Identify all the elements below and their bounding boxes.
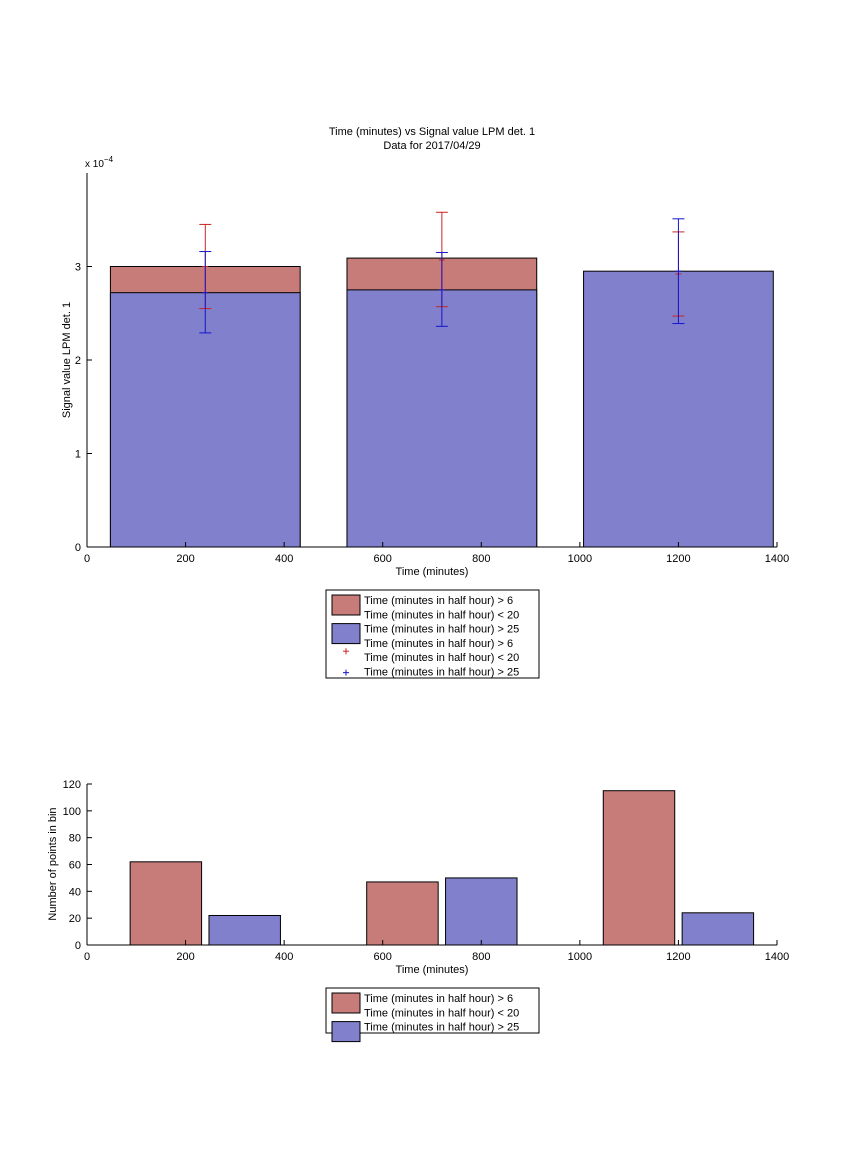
x-tick-label: 1000 — [568, 553, 592, 565]
x-tick-label-bottom: 600 — [374, 951, 392, 963]
legend-top: Time (minutes in half hour) > 6 Time (min… — [325, 589, 540, 679]
y-tick-label-bottom: 120 — [63, 779, 81, 791]
legend-bottom: Time (minutes in half hour) > 6 Time (min… — [325, 987, 540, 1043]
y-tick-label-bottom: 20 — [69, 913, 81, 925]
x-tick-label: 1200 — [666, 553, 690, 565]
bar-series-2 — [346, 289, 538, 548]
legend-label: Time (minutes in half hour) > 25 — [364, 1022, 519, 1034]
x-tick-label: 200 — [176, 553, 194, 565]
legend-label: Time (minutes in half hour) > 6 — [364, 638, 513, 650]
bar-series-2 — [109, 292, 301, 548]
count-bar-series-1 — [602, 790, 676, 946]
x-tick-label-bottom: 200 — [176, 951, 194, 963]
legend-label: Time (minutes in half hour) > 6 — [364, 595, 513, 607]
legend-label: Time (minutes in half hour) < 20 — [364, 652, 519, 664]
legend-swatch — [331, 1021, 361, 1043]
chart-subtitle: Data for 2017/04/29 — [383, 140, 480, 152]
y-tick-label: 3 — [75, 262, 81, 274]
legend-swatch — [331, 594, 361, 616]
y-tick-label-bottom: 0 — [75, 940, 81, 952]
legend-swatch — [331, 623, 361, 645]
x-tick-label-bottom: 1000 — [568, 951, 592, 963]
y-tick-label: 0 — [75, 542, 81, 554]
chart-title: Time (minutes) vs Signal value LPM det. … — [329, 126, 535, 138]
x-tick-label: 0 — [84, 553, 90, 565]
count-bar-series-1 — [129, 861, 203, 946]
y-tick-label-bottom: 60 — [69, 860, 81, 872]
x-tick-label-bottom: 400 — [275, 951, 293, 963]
y-axis-label: Signal value LPM det. 1 — [61, 302, 73, 418]
x-axis-label: Time (minutes) — [396, 566, 469, 578]
x-tick-label: 400 — [275, 553, 293, 565]
x-tick-label-bottom: 1400 — [765, 951, 789, 963]
bar-series-2 — [583, 270, 774, 548]
y-multiplier-exponent: −4 — [104, 155, 114, 164]
legend-swatch — [331, 992, 361, 1014]
count-bar-series-2 — [681, 912, 755, 946]
y-axis-label-bottom: Number of points in bin — [47, 807, 59, 920]
legend-label: Time (minutes in half hour) > 25 — [364, 624, 519, 636]
y-tick-label-bottom: 100 — [63, 806, 81, 818]
x-tick-label: 1400 — [765, 553, 789, 565]
signal-plot: 0 200 400 600 800 1000 1200 1400 0 1 2 3 — [75, 173, 789, 565]
y-tick-label: 2 — [75, 355, 81, 367]
count-bar-series-1 — [366, 881, 439, 946]
x-tick-label-bottom: 0 — [84, 951, 90, 963]
x-tick-label: 600 — [374, 553, 392, 565]
x-tick-label-bottom: 800 — [472, 951, 490, 963]
legend-label: Time (minutes in half hour) > 25 — [364, 667, 519, 679]
y-tick-label-bottom: 80 — [69, 833, 81, 845]
x-tick-label-bottom: 1200 — [666, 951, 690, 963]
y-multiplier-label: x 10−4 — [85, 155, 114, 170]
x-tick-label: 800 — [472, 553, 490, 565]
legend-label: Time (minutes in half hour) < 20 — [364, 1007, 519, 1019]
legend-box — [325, 987, 540, 1034]
legend-label: Time (minutes in half hour) > 6 — [364, 993, 513, 1005]
y-multiplier-base: x 10 — [85, 159, 104, 170]
x-axis-label-bottom: Time (minutes) — [396, 964, 469, 976]
y-tick-label-bottom: 40 — [69, 886, 81, 898]
count-plot: 0 200 400 600 800 1000 1200 1400 0 20 40 60 80 100 120 — [63, 779, 790, 963]
count-bar-series-2 — [445, 877, 518, 946]
y-tick-label: 1 — [75, 449, 81, 461]
legend-box — [325, 589, 540, 679]
legend-label: Time (minutes in half hour) < 20 — [364, 609, 519, 621]
count-bar-series-2 — [208, 914, 281, 946]
